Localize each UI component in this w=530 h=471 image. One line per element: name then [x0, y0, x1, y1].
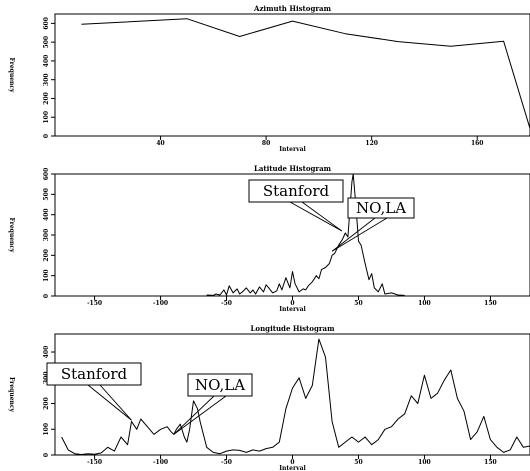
longitude-no-la-annotation: NO,LA: [195, 376, 245, 394]
longitude-x-tick-label: 0: [290, 459, 294, 466]
longitude-stanford-label-box: [46, 362, 142, 386]
azimuth-x-axis-label: Interval: [279, 146, 306, 153]
longitude-x-tick-label: -150: [87, 459, 102, 466]
latitude-y-tick-label: 200: [43, 249, 50, 262]
azimuth-y-tick-label: 200: [43, 92, 50, 105]
longitude-no-la-leader-line: [173, 395, 227, 435]
azimuth-y-tick-label: 400: [43, 55, 50, 68]
latitude-no-la-leader-line: [331, 217, 388, 252]
longitude-stanford-leader-line: [87, 384, 132, 421]
azimuth-x-tick-label: 40: [156, 140, 164, 147]
latitude-title: Latitude Histogram: [254, 164, 332, 173]
azimuth-x-tick-label: 160: [471, 140, 484, 147]
latitude-no-la-annotation: NO,LA: [356, 199, 406, 217]
latitude-no-la-label-box: [347, 197, 415, 219]
azimuth-y-tick-label: 0: [43, 134, 50, 138]
latitude-stanford-label-box: [248, 179, 344, 203]
latitude-x-tick-label: 0: [290, 300, 294, 307]
latitude-stanford-leader-line: [289, 201, 343, 232]
longitude-stanford-leader-line: [99, 384, 132, 421]
longitude-x-tick-label: 150: [484, 459, 497, 466]
longitude-no-la-label-box: [187, 373, 253, 397]
azimuth-y-axis-label: Frequency: [8, 57, 15, 93]
azimuth-x-tick-label: 120: [365, 140, 378, 147]
latitude-x-tick-label: 150: [484, 300, 497, 307]
azimuth-x-tick-label: 80: [262, 140, 270, 147]
azimuth-plot-frame: [54, 13, 530, 137]
longitude-y-tick-label: 100: [43, 423, 50, 436]
latitude-y-tick-label: 600: [43, 168, 50, 181]
longitude-x-tick-label: -50: [221, 459, 232, 466]
longitude-y-tick-label: 200: [43, 397, 50, 410]
latitude-y-tick-label: 300: [43, 229, 50, 242]
longitude-stanford-annotation: Stanford: [61, 365, 128, 383]
latitude-x-tick-label: 100: [418, 300, 431, 307]
longitude-x-tick-label: -100: [153, 459, 168, 466]
longitude-no-la-leader-line: [173, 395, 215, 435]
latitude-no-la-leader-line: [331, 217, 376, 252]
latitude-stanford-leader-line: [301, 201, 343, 232]
latitude-y-axis-label: Frequency: [8, 217, 15, 253]
latitude-x-tick-label: -50: [221, 300, 232, 307]
longitude-x-axis-label: Interval: [279, 465, 306, 471]
longitude-y-tick-label: 0: [43, 453, 50, 457]
latitude-x-tick-label: -100: [153, 300, 168, 307]
latitude-stanford-annotation: Stanford: [263, 182, 330, 200]
latitude-y-tick-label: 500: [43, 188, 50, 201]
latitude-y-tick-label: 0: [43, 294, 50, 298]
latitude-y-tick-label: 100: [43, 269, 50, 282]
latitude-x-axis-label: Interval: [279, 306, 306, 313]
latitude-x-tick-label: -150: [87, 300, 102, 307]
longitude-plot-frame: [54, 333, 530, 456]
azimuth-y-tick-label: 600: [43, 17, 50, 30]
azimuth-y-tick-label: 500: [43, 36, 50, 49]
longitude-series-line: [61, 338, 530, 455]
latitude-x-tick-label: 50: [354, 300, 362, 307]
longitude-x-tick-label: 100: [418, 459, 431, 466]
azimuth-title: Azimuth Histogram: [253, 4, 332, 13]
longitude-y-tick-label: 400: [43, 346, 50, 359]
longitude-title: Longitude Histogram: [251, 324, 336, 333]
latitude-y-tick-label: 400: [43, 208, 50, 221]
azimuth-y-tick-label: 300: [43, 73, 50, 86]
azimuth-series-line: [81, 18, 530, 129]
longitude-y-axis-label: Frequency: [8, 377, 15, 413]
longitude-x-tick-label: 50: [354, 459, 362, 466]
azimuth-y-tick-label: 100: [43, 111, 50, 124]
latitude-series-line: [206, 173, 405, 296]
